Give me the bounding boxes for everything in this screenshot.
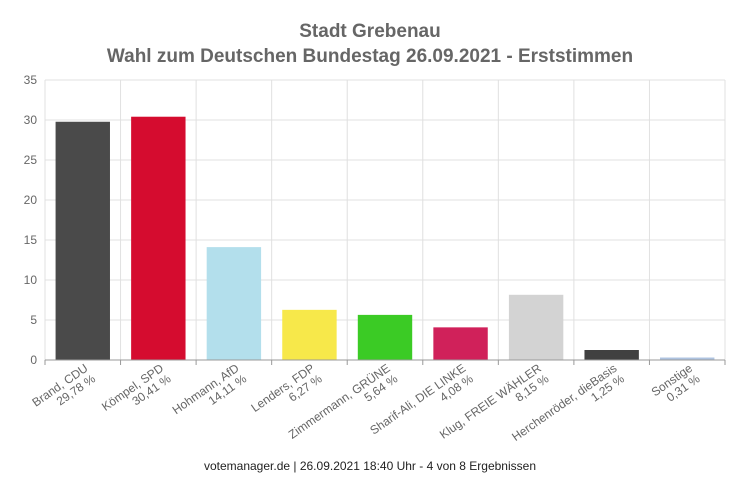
bar (206, 247, 262, 360)
chart-title: Stadt Grebenau (299, 21, 441, 42)
x-tick-label: Sonstige0,31 % (649, 361, 703, 410)
y-tick-label: 20 (24, 193, 38, 207)
x-tick-label: Kömpel, SPD30,41 % (99, 361, 174, 425)
y-tick-label: 15 (24, 233, 38, 247)
bar (131, 116, 186, 360)
bar (55, 121, 110, 360)
y-tick-label: 0 (30, 353, 37, 367)
y-tick-label: 25 (24, 153, 38, 167)
bar (282, 309, 337, 360)
y-tick-label: 35 (24, 73, 38, 87)
y-tick-label: 10 (24, 273, 38, 287)
y-tick-label: 5 (30, 313, 37, 327)
chart-subtitle: Wahl zum Deutschen Bundestag 26.09.2021 … (106, 46, 634, 67)
x-tick-label: Brand, CDU29,78 % (29, 361, 98, 420)
y-tick-label: 30 (24, 113, 38, 127)
bar (584, 350, 639, 360)
footer-source: votemanager.de | 26.09.2021 18:40 Uhr - … (203, 459, 536, 473)
bar (433, 327, 488, 360)
x-tick-label: Hohmann, AfD14,11 % (170, 361, 250, 428)
bar (508, 294, 564, 360)
bar (357, 314, 413, 360)
bar (660, 357, 715, 360)
